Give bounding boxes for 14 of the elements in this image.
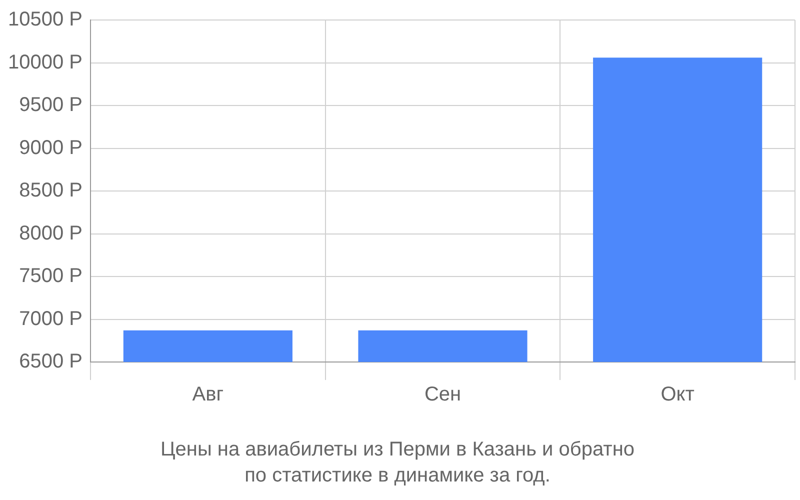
y-tick-label: 10500 Р — [8, 8, 83, 31]
text: по статистике в динамике за год. — [244, 464, 550, 487]
x-tick-label: Сен — [424, 384, 462, 406]
y-tick-label: 9500 Р — [19, 94, 83, 116]
y-tick-label: 10000 Р — [8, 51, 83, 74]
x-tick-label: Окт — [660, 384, 694, 406]
y-tick-label: 9000 Р — [19, 136, 83, 159]
x-tick-label: Авг — [192, 384, 224, 406]
y-tick-label: 8500 Р — [19, 180, 83, 202]
y-tick-label: 7500 Р — [19, 265, 83, 288]
y-tick-label: 8000 Р — [19, 222, 83, 244]
y-tick-label: 6500 Р — [19, 350, 83, 373]
y-tick-label: 7000 Р — [19, 308, 83, 330]
text: Цены на авиабилеты из Перми в Казань и обратно — [160, 438, 634, 461]
